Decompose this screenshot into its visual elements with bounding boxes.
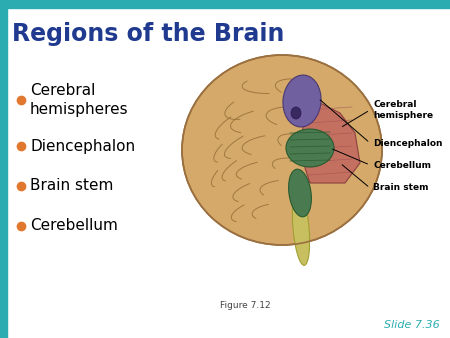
- Text: Diencephalon: Diencephalon: [30, 139, 135, 153]
- Ellipse shape: [286, 129, 334, 167]
- Text: Regions of the Brain: Regions of the Brain: [12, 22, 284, 46]
- Text: Cerebral
hemisphere: Cerebral hemisphere: [373, 100, 433, 120]
- PathPatch shape: [300, 103, 360, 183]
- Text: Brain stem: Brain stem: [373, 184, 428, 193]
- Text: Slide 7.36: Slide 7.36: [384, 320, 440, 330]
- Text: Figure 7.12: Figure 7.12: [220, 301, 270, 310]
- Text: Brain stem: Brain stem: [30, 178, 113, 193]
- Ellipse shape: [182, 55, 382, 245]
- Bar: [0, 8, 7, 338]
- Text: Cerebral
hemispheres: Cerebral hemispheres: [30, 83, 129, 117]
- Ellipse shape: [292, 191, 310, 265]
- Bar: [0, 0, 450, 8]
- Ellipse shape: [291, 107, 301, 119]
- Ellipse shape: [288, 169, 311, 217]
- Text: Cerebellum: Cerebellum: [30, 218, 118, 234]
- Ellipse shape: [283, 75, 321, 127]
- Text: Cerebellum: Cerebellum: [373, 161, 431, 169]
- Text: Diencephalon: Diencephalon: [373, 139, 442, 147]
